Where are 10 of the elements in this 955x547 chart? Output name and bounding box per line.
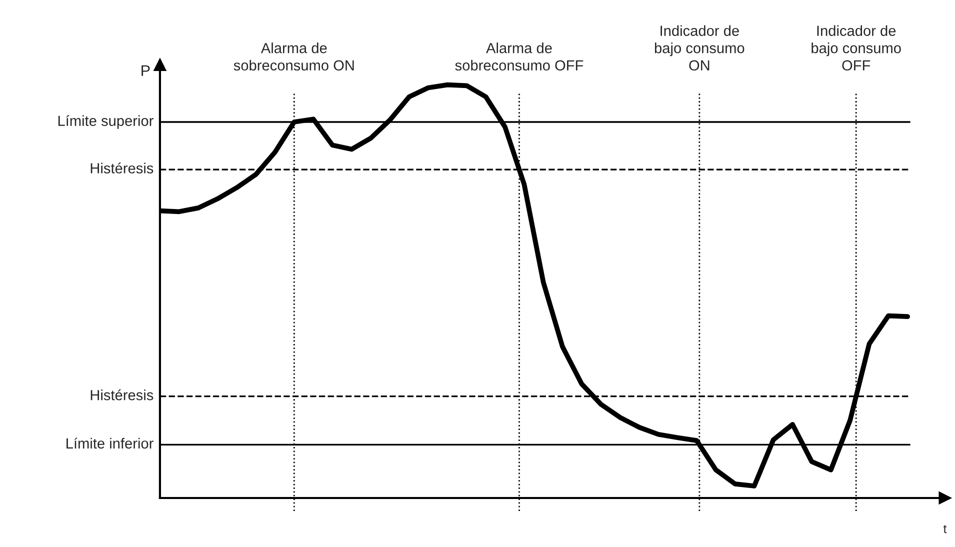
y-axis-title: P [142,65,150,76]
ref-line-label: Histéresis [90,389,154,400]
text: Alarma de sobreconsumo OFF [455,42,584,71]
ref-line-label: Histéresis [90,162,154,174]
ref-line-label: Límite inferior [66,438,154,449]
text: Indicador de bajo consumo OFF [812,25,901,71]
text: Alarma de sobreconsumo ON [234,42,354,71]
text: Indicador de bajo consumo ON [654,25,744,71]
x-axis-title: t [943,524,947,534]
ref-line-label: Límite superior [58,115,154,129]
